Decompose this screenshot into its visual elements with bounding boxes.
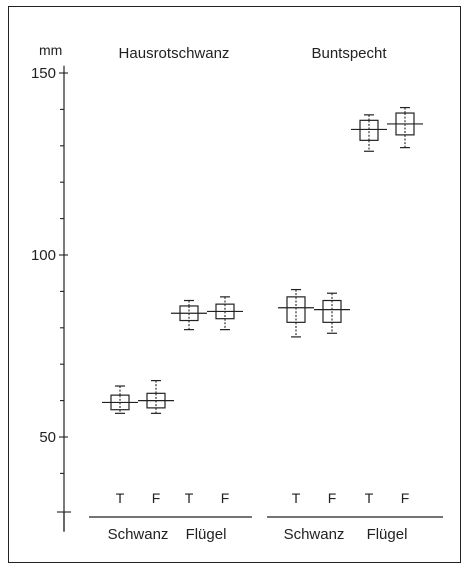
category-label: F bbox=[221, 490, 230, 506]
y-tick-label: 150 bbox=[31, 65, 56, 82]
measure-label: Flügel bbox=[367, 526, 408, 543]
measure-label: Flügel bbox=[186, 526, 227, 543]
category-label: T bbox=[116, 490, 125, 506]
group-title: Buntspecht bbox=[311, 45, 387, 62]
y-tick-label: 100 bbox=[31, 247, 56, 264]
measure-label: Schwanz bbox=[284, 526, 345, 543]
y-axis-unit-label: mm bbox=[39, 42, 62, 58]
group-title: Hausrotschwanz bbox=[119, 45, 230, 62]
box bbox=[359, 119, 379, 141]
category-label: F bbox=[152, 490, 161, 506]
box-plot-chart: mm 150 100 50 Hausrotschwanz Schwanz T F Flügel T… bbox=[31, 42, 443, 543]
measure-label: Schwanz bbox=[108, 526, 169, 543]
category-label: T bbox=[292, 490, 301, 506]
category-label: F bbox=[328, 490, 337, 506]
category-label: T bbox=[185, 490, 194, 506]
category-label: T bbox=[365, 490, 374, 506]
y-tick-label: 50 bbox=[39, 429, 56, 446]
chart-frame: mm 150 100 50 Hausrotschwanz Schwanz T F Flügel T… bbox=[8, 6, 461, 563]
category-label: F bbox=[401, 490, 410, 506]
